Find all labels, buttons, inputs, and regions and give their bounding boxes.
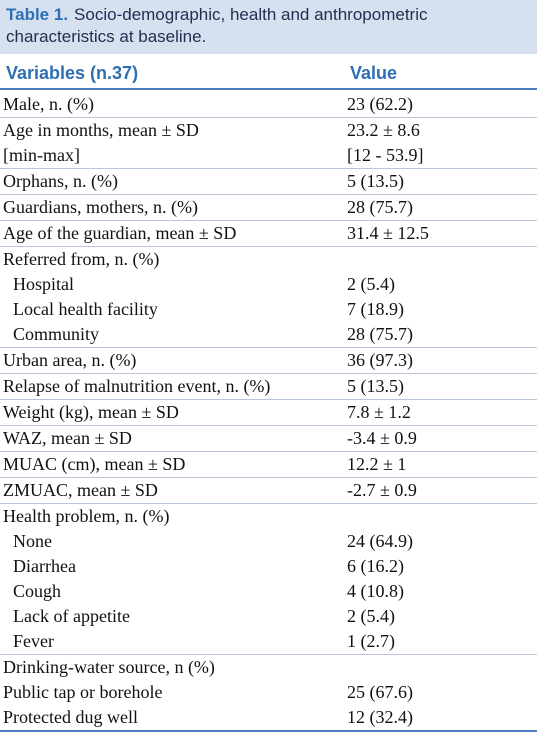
table-row: Age of the guardian, mean ± SD 31.4 ± 12.… xyxy=(0,221,537,246)
table-row-group: Age of the guardian, mean ± SD 31.4 ± 12.… xyxy=(0,221,537,247)
variable-cell: Orphans, n. (%) xyxy=(3,171,118,191)
variable-cell: Urban area, n. (%) xyxy=(3,350,137,370)
table-row-group: ZMUAC, mean ± SD -2.7 ± 0.9 xyxy=(0,478,537,504)
table-row: None 24 (64.9) xyxy=(0,529,537,554)
table-row: Community 28 (75.7) xyxy=(0,322,537,347)
table-row: Fever 1 (2.7) xyxy=(0,629,537,654)
value-cell: 2 (5.4) xyxy=(347,606,395,626)
table-row: Drinking-water source, n (%) xyxy=(0,655,537,680)
value-cell: 1 (2.7) xyxy=(347,631,395,651)
table-row-group: Weight (kg), mean ± SD 7.8 ± 1.2 xyxy=(0,400,537,426)
table-row-group: Health problem, n. (%) None 24 (64.9) Diarr… xyxy=(0,504,537,655)
value-cell: 5 (13.5) xyxy=(347,171,404,191)
table-row: Local health facility 7 (18.9) xyxy=(0,297,537,322)
table-row: Protected dug well 12 (32.4) xyxy=(0,705,537,730)
variable-cell: Fever xyxy=(13,631,54,651)
table-row: Weight (kg), mean ± SD 7.8 ± 1.2 xyxy=(0,400,537,425)
header-variables: Variables (n.37) xyxy=(6,63,139,83)
variable-cell: Referred from, n. (%) xyxy=(3,249,160,269)
variable-cell: Hospital xyxy=(13,274,74,294)
table-row-group: Relapse of malnutrition event, n. (%) 5 (… xyxy=(0,374,537,400)
variable-cell: WAZ, mean ± SD xyxy=(3,428,132,448)
value-cell: 7.8 ± 1.2 xyxy=(347,402,411,422)
value-cell: 7 (18.9) xyxy=(347,299,404,319)
table-row-group: Age in months, mean ± SD 23.2 ± 8.6 [min-m… xyxy=(0,118,537,169)
table-row-group: Orphans, n. (%) 5 (13.5) xyxy=(0,169,537,195)
table-row-group: Male, n. (%) 23 (62.2) xyxy=(0,92,537,118)
table-row: Public tap or borehole 25 (67.6) xyxy=(0,680,537,705)
variable-cell: Age of the guardian, mean ± SD xyxy=(3,223,237,243)
table-label: Table 1. xyxy=(6,5,69,24)
variable-cell: Male, n. (%) xyxy=(3,94,94,114)
table-row-group: MUAC (cm), mean ± SD 12.2 ± 1 xyxy=(0,452,537,478)
variable-cell: Weight (kg), mean ± SD xyxy=(3,402,179,422)
variable-cell: Community xyxy=(13,324,100,344)
variable-cell: None xyxy=(13,531,52,551)
value-cell: 23.2 ± 8.6 xyxy=(347,120,420,140)
table-row-group: WAZ, mean ± SD -3.4 ± 0.9 xyxy=(0,426,537,452)
table-row: Age in months, mean ± SD 23.2 ± 8.6 xyxy=(0,118,537,143)
table-row: Relapse of malnutrition event, n. (%) 5 (… xyxy=(0,374,537,399)
variable-cell: Guardians, mothers, n. (%) xyxy=(3,197,198,217)
table-row: MUAC (cm), mean ± SD 12.2 ± 1 xyxy=(0,452,537,477)
variable-cell: Relapse of malnutrition event, n. (%) xyxy=(3,376,271,396)
value-cell: -3.4 ± 0.9 xyxy=(347,428,417,448)
variable-cell: Lack of appetite xyxy=(13,606,130,626)
variable-cell: Health problem, n. (%) xyxy=(3,506,170,526)
table-header: Variables (n.37) Value xyxy=(0,58,537,90)
table-row: ZMUAC, mean ± SD -2.7 ± 0.9 xyxy=(0,478,537,503)
table-row-group: Guardians, mothers, n. (%) 28 (75.7) xyxy=(0,195,537,221)
value-cell: 25 (67.6) xyxy=(347,682,413,702)
table-row-group: Drinking-water source, n (%) Public tap o… xyxy=(0,655,537,732)
table-row: Cough 4 (10.8) xyxy=(0,579,537,604)
value-cell: -2.7 ± 0.9 xyxy=(347,480,417,500)
value-cell: 2 (5.4) xyxy=(347,274,395,294)
value-cell: 24 (64.9) xyxy=(347,531,413,551)
table-row-group: Urban area, n. (%) 36 (97.3) xyxy=(0,348,537,374)
table-body: Male, n. (%) 23 (62.2) Age in months, mean… xyxy=(0,92,537,732)
table-row: Guardians, mothers, n. (%) 28 (75.7) xyxy=(0,195,537,220)
value-cell: 23 (62.2) xyxy=(347,94,413,114)
value-cell: 36 (97.3) xyxy=(347,350,413,370)
variable-cell: [min-max] xyxy=(3,145,80,165)
value-cell: [12 - 53.9] xyxy=(347,145,424,165)
variable-cell: Cough xyxy=(13,581,62,601)
value-cell: 6 (16.2) xyxy=(347,556,404,576)
variable-cell: Diarrhea xyxy=(13,556,76,576)
table-row-group: Referred from, n. (%) Hospital 2 (5.4) Loca… xyxy=(0,247,537,348)
value-cell: 5 (13.5) xyxy=(347,376,404,396)
variable-cell: MUAC (cm), mean ± SD xyxy=(3,454,186,474)
variable-cell: Drinking-water source, n (%) xyxy=(3,657,215,677)
variable-cell: Public tap or borehole xyxy=(3,682,163,702)
value-cell: 28 (75.7) xyxy=(347,197,413,217)
variable-cell: Age in months, mean ± SD xyxy=(3,120,199,140)
value-cell: 4 (10.8) xyxy=(347,581,404,601)
variable-cell: Protected dug well xyxy=(3,707,138,727)
table-row: Health problem, n. (%) xyxy=(0,504,537,529)
table-row: Urban area, n. (%) 36 (97.3) xyxy=(0,348,537,373)
value-cell: 28 (75.7) xyxy=(347,324,413,344)
value-cell: 31.4 ± 12.5 xyxy=(347,223,429,243)
table-row: Diarrhea 6 (16.2) xyxy=(0,554,537,579)
table-row: Orphans, n. (%) 5 (13.5) xyxy=(0,169,537,194)
value-cell: 12 (32.4) xyxy=(347,707,413,727)
header-value: Value xyxy=(350,63,398,83)
table-row: WAZ, mean ± SD -3.4 ± 0.9 xyxy=(0,426,537,451)
variable-cell: ZMUAC, mean ± SD xyxy=(3,480,158,500)
table-row: Male, n. (%) 23 (62.2) xyxy=(0,92,537,117)
variable-cell: Local health facility xyxy=(13,299,158,319)
table-row: Referred from, n. (%) xyxy=(0,247,537,272)
table-row: Hospital 2 (5.4) xyxy=(0,272,537,297)
table-caption-text: Socio-demographic, health and anthropome… xyxy=(6,5,428,46)
table-row: [min-max] [12 - 53.9] xyxy=(0,143,537,168)
table-caption: Table 1. Socio-demographic, health and an… xyxy=(0,0,537,54)
value-cell: 12.2 ± 1 xyxy=(347,454,407,474)
table-row: Lack of appetite 2 (5.4) xyxy=(0,604,537,629)
